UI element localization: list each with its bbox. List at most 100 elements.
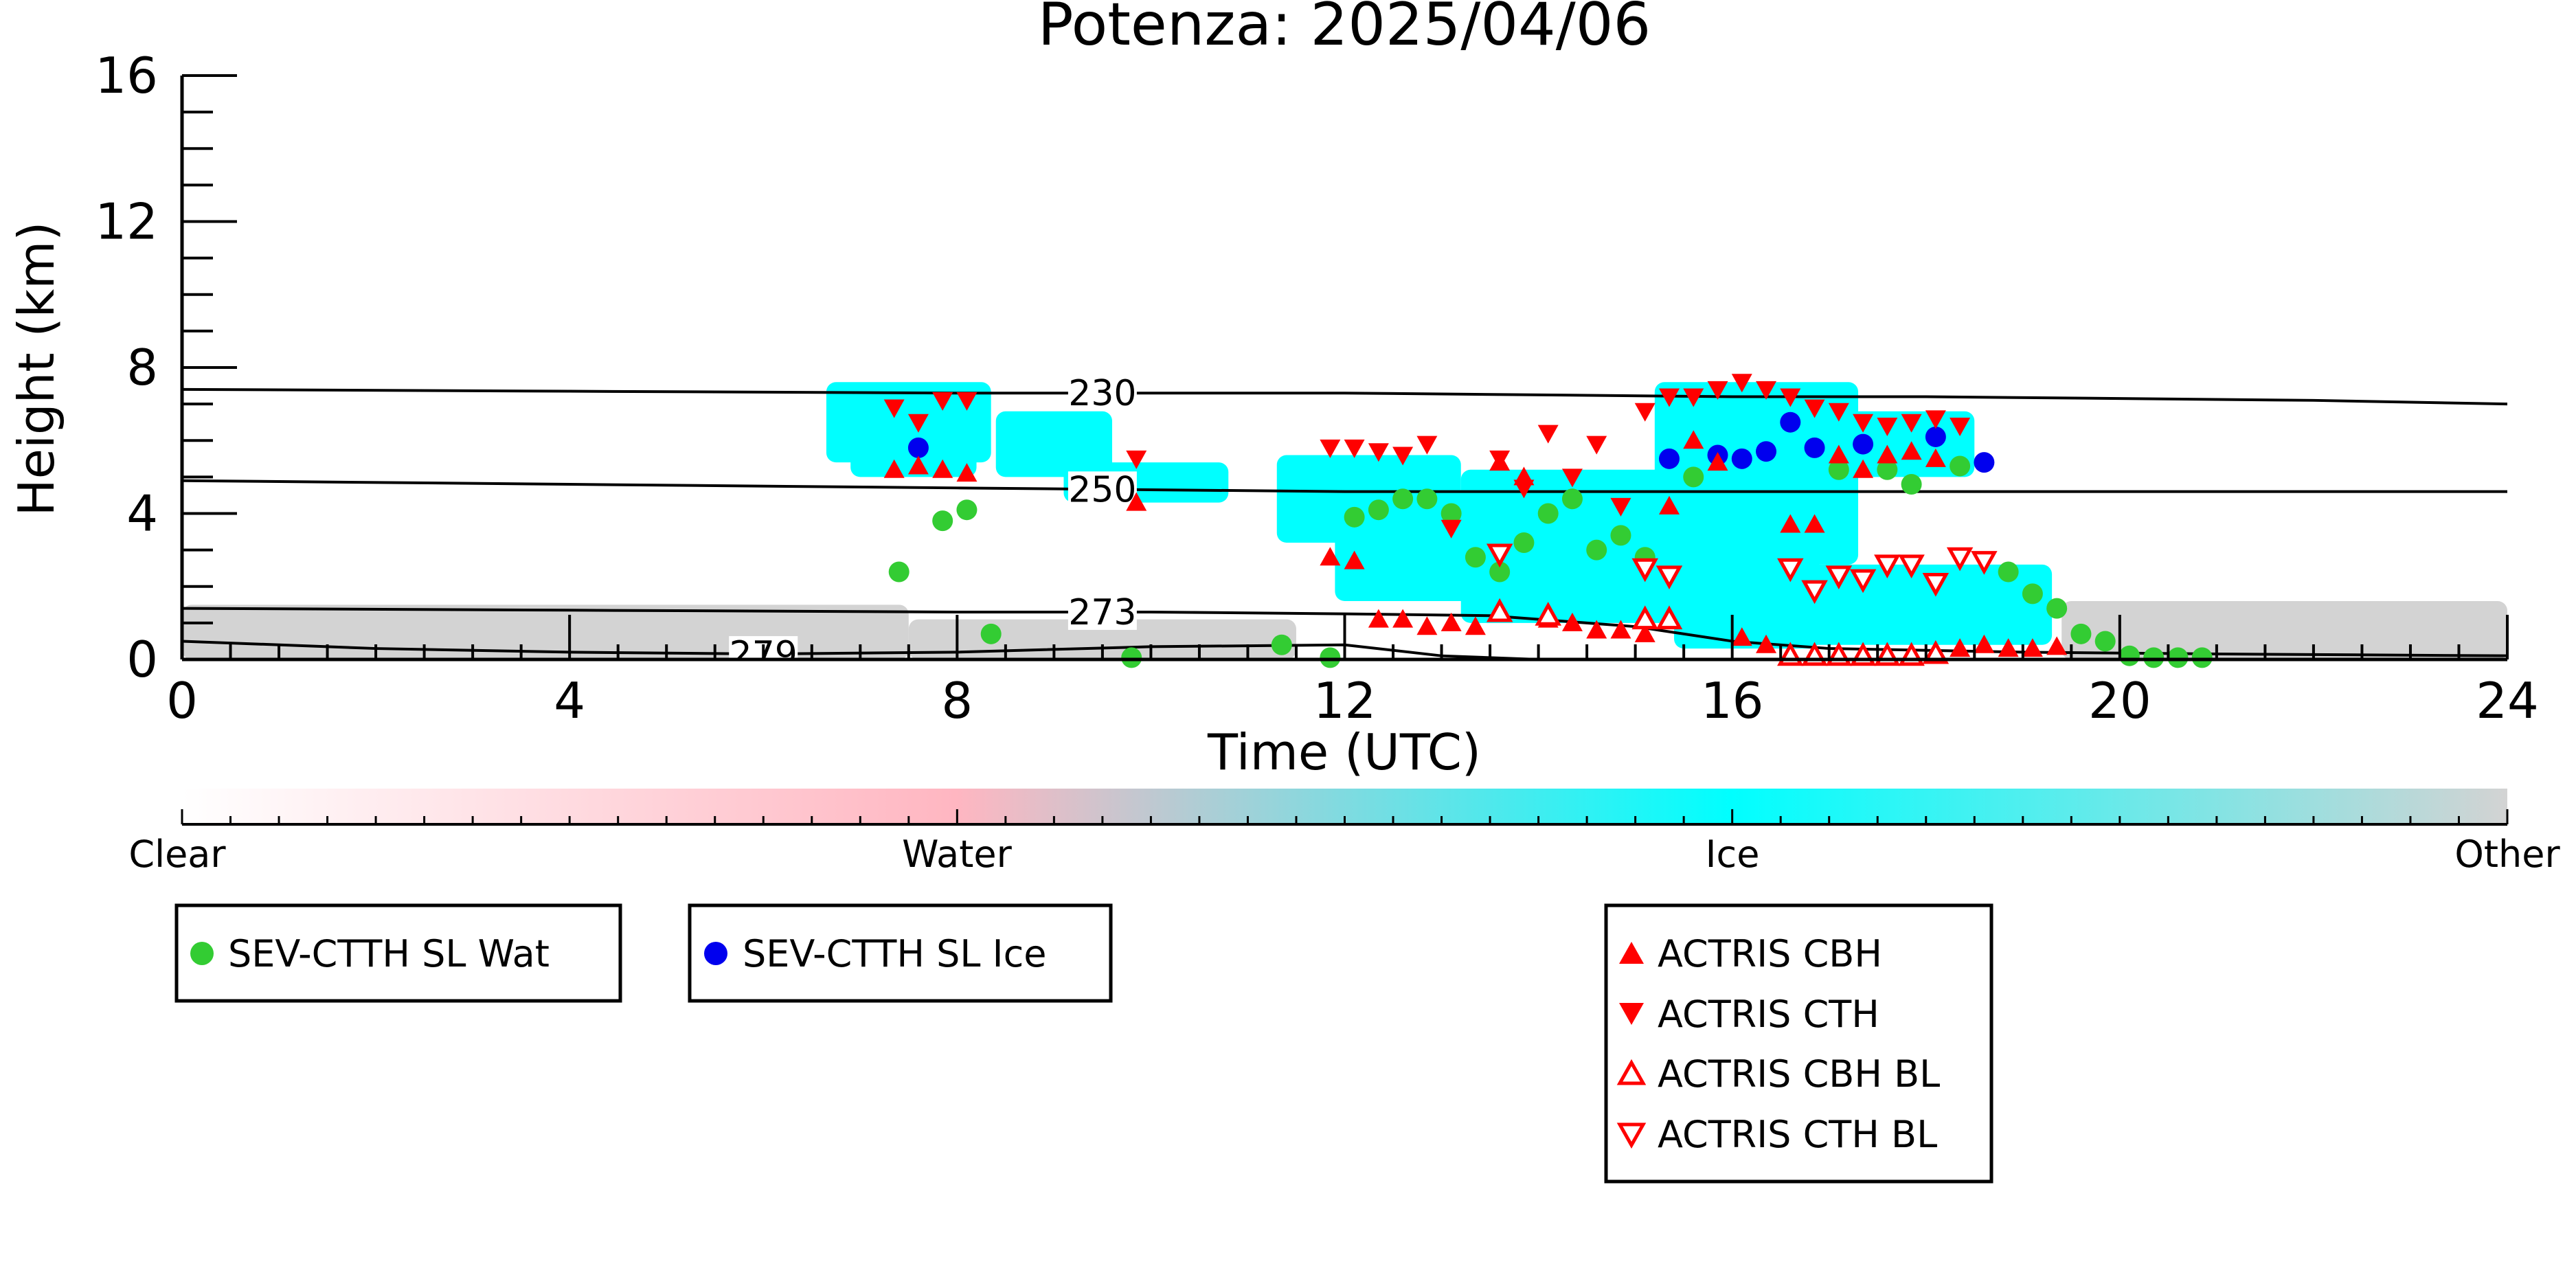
marker-actris-cth-bl — [1922, 572, 1950, 597]
cloud-region-other — [2061, 601, 2507, 659]
x-tick-label: 4 — [554, 672, 585, 730]
legend-ice-label: SEV-CTTH SL Ice — [743, 932, 1047, 975]
marker-actris-cbh-bl — [1656, 605, 1683, 630]
marker-actris-cth-bl — [1801, 580, 1828, 605]
marker-actris-cbh — [1561, 612, 1583, 631]
contour-label-bg — [1067, 471, 1137, 508]
marker-actris-cth-bl — [1777, 558, 1804, 583]
marker-sev-ctth-sl-ice — [1925, 426, 1946, 447]
marker-actris-cth-bl — [1946, 547, 1974, 572]
legend-cbh-bl-marker — [1616, 1059, 1647, 1085]
marker-actris-cth — [1780, 388, 1801, 407]
marker-actris-cbh — [956, 463, 978, 482]
marker-sev-ctth-sl-wat — [1368, 499, 1389, 521]
marker-actris-cbh — [1853, 459, 1874, 478]
marker-actris-cbh — [1683, 430, 1704, 449]
marker-actris-cth-bl — [1849, 569, 1877, 594]
marker-actris-cth — [1320, 439, 1341, 458]
marker-sev-ctth-sl-ice — [1804, 437, 1825, 458]
marker-actris-cbh — [1416, 616, 1438, 635]
marker-actris-cth — [1392, 447, 1414, 466]
legend-cth-marker — [1619, 1003, 1644, 1025]
legend-ice: SEV-CTTH SL Ice — [688, 903, 1113, 1003]
marker-actris-cth — [1126, 450, 1147, 469]
legend-actris: ACTRIS CBH ACTRIS CTH ACTRIS CBH BL ACTR… — [1604, 903, 1993, 1184]
x-tick-label: 16 — [1701, 672, 1764, 730]
legend-cbh-marker — [1619, 942, 1644, 964]
marker-actris-cbh — [1658, 495, 1680, 515]
marker-actris-cbh — [1707, 452, 1728, 471]
marker-sev-ctth-sl-ice — [1974, 452, 1995, 473]
marker-actris-cth-bl — [1825, 565, 1853, 589]
marker-sev-ctth-sl-wat — [2143, 647, 2165, 668]
marker-actris-cth — [1925, 410, 1946, 429]
marker-actris-cth — [1586, 436, 1607, 455]
marker-actris-cbh — [2022, 638, 2043, 657]
marker-actris-cth — [1658, 388, 1680, 407]
marker-actris-cbh — [907, 455, 929, 475]
y-tick-label: 8 — [126, 339, 158, 396]
y-axis: 0 4 8 12 16 — [95, 47, 237, 688]
marker-sev-ctth-sl-wat — [1440, 503, 1462, 524]
colorbar: Clear Water Ice Other — [128, 789, 2560, 876]
marker-actris-cth — [1756, 381, 1777, 400]
marker-actris-cbh — [1126, 492, 1147, 511]
legend-cbh-label: ACTRIS CBH — [1658, 932, 1882, 975]
marker-actris-cbh — [1756, 634, 1777, 653]
contour-250 — [182, 479, 2507, 493]
cloud-region-ice — [1654, 382, 1859, 565]
marker-sev-ctth-sl-wat — [2046, 598, 2068, 619]
marker-actris-cth — [1610, 497, 1631, 517]
marker-actris-cth — [1368, 443, 1389, 462]
marker-actris-cbh — [1901, 441, 1922, 460]
colorbar-ticks — [181, 809, 2509, 824]
legend-ice-marker — [704, 942, 727, 965]
x-tick-label: 24 — [2476, 672, 2539, 730]
marker-actris-cth — [1513, 479, 1535, 499]
marker-sev-ctth-sl-wat — [1465, 547, 1486, 568]
colorbar-label-water: Water — [902, 833, 1012, 876]
marker-layer — [883, 374, 2213, 668]
marker-sev-ctth-sl-wat — [1392, 488, 1414, 510]
legend-cth-bl-marker — [1616, 1122, 1647, 1149]
marker-sev-ctth-sl-ice — [1756, 441, 1777, 462]
marker-actris-cth — [1440, 519, 1462, 539]
marker-actris-cth-bl — [1656, 565, 1683, 589]
marker-sev-ctth-sl-wat — [1271, 634, 1292, 655]
marker-sev-ctth-sl-wat — [1416, 488, 1438, 510]
x-tick-label: 12 — [1313, 672, 1377, 730]
marker-sev-ctth-sl-ice — [1731, 448, 1752, 469]
colorbar-label-clear: Clear — [128, 833, 226, 876]
x-tick-label: 8 — [941, 672, 973, 730]
marker-actris-cth — [1707, 381, 1728, 400]
marker-actris-cth — [1634, 403, 1656, 422]
marker-sev-ctth-sl-wat — [1537, 503, 1559, 524]
marker-actris-cth — [1731, 374, 1752, 393]
marker-actris-cth-bl — [1971, 551, 1998, 575]
marker-sev-ctth-sl-wat — [1877, 459, 1898, 480]
y-tick-label: 0 — [126, 631, 158, 688]
marker-actris-cth-bl — [1631, 558, 1658, 583]
marker-actris-cbh — [1877, 444, 1898, 464]
marker-actris-cbh — [1780, 514, 1801, 533]
marker-actris-cth — [1344, 439, 1365, 458]
marker-actris-cbh — [1925, 448, 1946, 467]
marker-actris-cbh — [1440, 612, 1462, 631]
cloud-layer — [182, 382, 2507, 659]
marker-actris-cbh — [1998, 638, 2019, 657]
marker-sev-ctth-sl-wat — [2119, 645, 2140, 666]
marker-sev-ctth-sl-wat — [1344, 506, 1365, 528]
marker-sev-ctth-sl-ice — [907, 437, 929, 458]
marker-sev-ctth-sl-wat — [1610, 525, 1631, 546]
marker-actris-cbh-bl — [1486, 598, 1513, 622]
marker-actris-cbh — [883, 459, 905, 478]
cloud-region-other — [182, 605, 909, 659]
marker-actris-cbh — [1610, 620, 1631, 639]
marker-actris-cbh-bl — [1922, 640, 1950, 664]
legend-cbh-bl-label: ACTRIS CBH BL — [1658, 1052, 1940, 1096]
chart-title: Potenza: 2025/04/06 — [1038, 0, 1651, 59]
marker-actris-cbh — [1731, 627, 1752, 646]
marker-sev-ctth-sl-wat — [1828, 459, 1849, 480]
marker-actris-cth — [1950, 418, 1971, 436]
legend-wat-marker — [190, 942, 214, 965]
